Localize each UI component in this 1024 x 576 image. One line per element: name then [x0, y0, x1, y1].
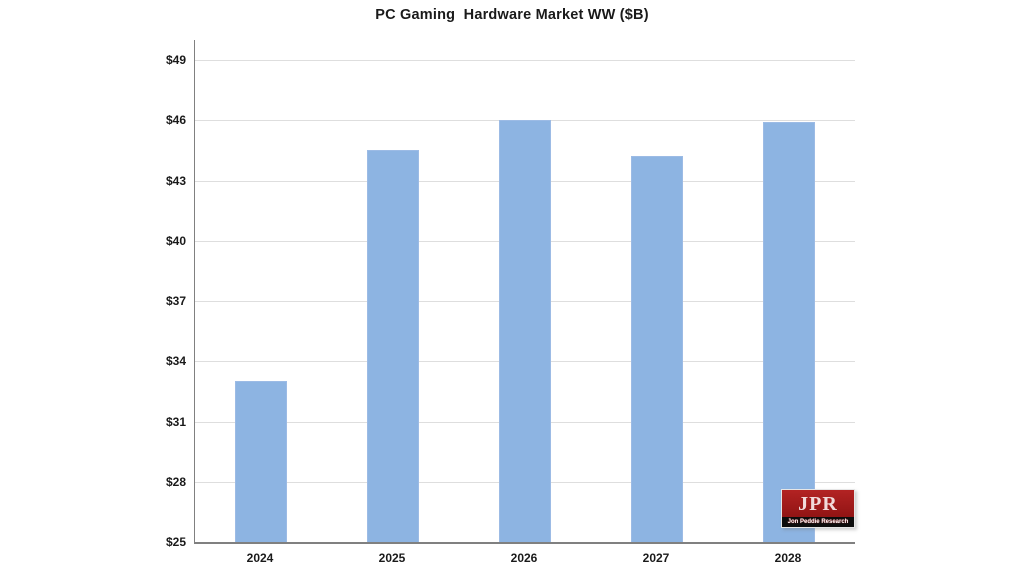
bar-2024 — [235, 381, 287, 542]
x-axis-tick-label: 2026 — [510, 551, 538, 565]
y-axis-tick-label: $31 — [165, 414, 186, 429]
bar-2026 — [499, 120, 551, 542]
x-axis-tick-label: 2027 — [642, 551, 670, 565]
y-axis-tick-label: $49 — [165, 53, 186, 68]
gridline — [195, 60, 855, 62]
x-axis-tick-label: 2028 — [774, 551, 802, 565]
x-axis-tick-label: 2024 — [246, 551, 274, 565]
bar-2027 — [631, 156, 683, 542]
plot-area — [194, 40, 855, 544]
y-axis-tick-label: $37 — [165, 294, 186, 309]
x-axis-tick-label: 2025 — [378, 551, 406, 565]
y-axis-tick-label: $28 — [165, 474, 186, 489]
bar-2025 — [367, 150, 419, 542]
y-axis-tick-label: $43 — [165, 173, 186, 188]
y-axis-tick-label: $40 — [165, 233, 186, 248]
y-axis-tick-label: $34 — [165, 354, 186, 369]
jpr-logo: JPR Jon Peddie Research — [781, 489, 855, 528]
y-axis-tick-label: $46 — [165, 113, 186, 128]
jpr-logo-subtext: Jon Peddie Research — [781, 517, 855, 528]
y-axis-tick-label: $25 — [165, 535, 186, 549]
bar-2028 — [763, 122, 815, 542]
jpr-logo-text: JPR — [781, 489, 855, 517]
chart-title: PC Gaming Hardware Market WW ($B) — [375, 7, 649, 23]
